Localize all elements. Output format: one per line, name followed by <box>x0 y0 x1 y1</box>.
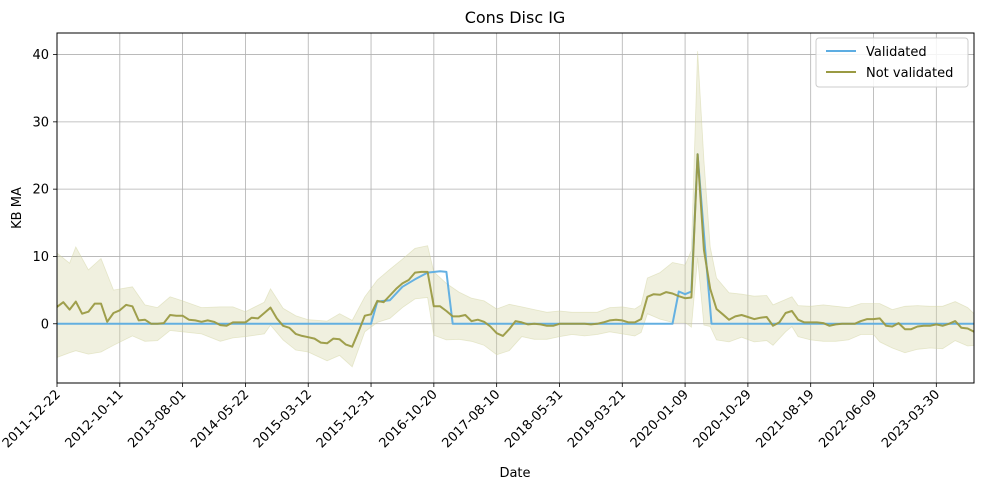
y-axis-label: KB MA <box>10 187 25 229</box>
y-tick-label-3: 30 <box>32 115 49 130</box>
chart-title: Cons Disc IG <box>465 8 566 27</box>
y-tick-label-4: 40 <box>32 48 49 63</box>
y-axis: 0 10 20 30 40 <box>32 48 57 332</box>
plot-frame <box>56 32 975 384</box>
legend-label-validated: Validated <box>866 45 927 60</box>
y-tick-label-1: 10 <box>32 250 49 265</box>
not-validated-series-line <box>57 153 974 348</box>
x-axis-label: Date <box>499 466 530 481</box>
legend: Validated Not validated <box>815 37 969 88</box>
y-tick-label-0: 0 <box>41 317 49 332</box>
y-tick-label-2: 20 <box>32 183 49 198</box>
not-validated-confidence-band <box>57 51 974 368</box>
legend-label-not-validated: Not validated <box>866 66 953 81</box>
plot-area <box>57 51 974 368</box>
